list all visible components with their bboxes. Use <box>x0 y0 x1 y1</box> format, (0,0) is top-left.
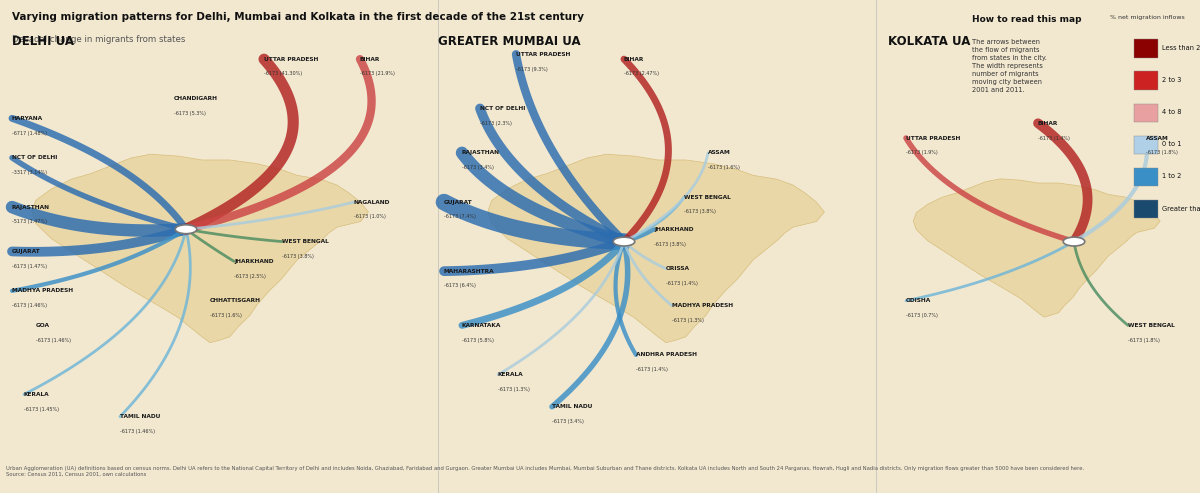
Text: UTTAR PRADESH: UTTAR PRADESH <box>264 57 318 62</box>
FancyBboxPatch shape <box>1134 39 1158 58</box>
Text: TAMIL NADU: TAMIL NADU <box>552 404 593 409</box>
Text: Less than 2: Less than 2 <box>1162 45 1200 51</box>
Text: -6173 (1.4%): -6173 (1.4%) <box>636 367 668 372</box>
Text: WEST BENGAL: WEST BENGAL <box>1128 323 1175 328</box>
Text: ANDHRA PRADESH: ANDHRA PRADESH <box>636 352 697 357</box>
Text: -6173 (1.46%): -6173 (1.46%) <box>12 303 47 308</box>
Text: HARYANA: HARYANA <box>12 116 43 121</box>
Text: JHARKHAND: JHARKHAND <box>234 259 274 264</box>
Text: BIHAR: BIHAR <box>1038 121 1058 126</box>
Text: -6173 (9.3%): -6173 (9.3%) <box>516 67 547 71</box>
Text: NCT OF DELHI: NCT OF DELHI <box>12 155 58 160</box>
Text: -6173 (1.46%): -6173 (1.46%) <box>120 429 155 434</box>
Text: -6173 (1.8%): -6173 (1.8%) <box>1128 338 1160 343</box>
Text: NAGALAND: NAGALAND <box>354 200 390 205</box>
Text: -6173 (1.9%): -6173 (1.9%) <box>906 150 937 155</box>
Polygon shape <box>487 154 824 343</box>
Text: UTTAR PRADESH: UTTAR PRADESH <box>906 136 960 141</box>
Text: The arrows between
the flow of migrants
from states in the city.
The width repre: The arrows between the flow of migrants … <box>972 39 1046 94</box>
Text: -6173 (1.47%): -6173 (1.47%) <box>12 264 47 269</box>
FancyBboxPatch shape <box>1134 104 1158 122</box>
Text: CHHATTISGARH: CHHATTISGARH <box>210 298 262 303</box>
Text: ODISHA: ODISHA <box>906 298 931 303</box>
Circle shape <box>613 237 635 246</box>
Text: Decadal change in migrants from states: Decadal change in migrants from states <box>12 35 185 43</box>
Text: -6173 (2.3%): -6173 (2.3%) <box>480 121 512 126</box>
Text: How to read this map: How to read this map <box>972 15 1081 24</box>
Polygon shape <box>31 154 368 343</box>
Text: Urban Agglomeration (UA) definitions based on census norms. Delhi UA refers to t: Urban Agglomeration (UA) definitions bas… <box>6 466 1193 477</box>
Text: 1 to 2: 1 to 2 <box>1162 174 1181 179</box>
Text: -6173 (1.0%): -6173 (1.0%) <box>354 214 386 219</box>
FancyBboxPatch shape <box>1134 71 1158 90</box>
Text: -6173 (2.5%): -6173 (2.5%) <box>234 274 266 279</box>
Text: -6173 (7.4%): -6173 (7.4%) <box>444 214 476 219</box>
Text: -6173 (1.46%): -6173 (1.46%) <box>36 338 71 343</box>
Text: TAMIL NADU: TAMIL NADU <box>120 414 161 419</box>
Text: GREATER MUMBAI UA: GREATER MUMBAI UA <box>438 35 581 47</box>
Text: -6173 (1.6%): -6173 (1.6%) <box>708 165 740 170</box>
FancyBboxPatch shape <box>1134 136 1158 154</box>
Text: -3317 (3.14%): -3317 (3.14%) <box>12 170 47 175</box>
Polygon shape <box>913 179 1160 317</box>
Text: % net migration inflows: % net migration inflows <box>1110 15 1184 20</box>
Text: -6173 (6.4%): -6173 (6.4%) <box>444 283 476 288</box>
Text: -6173 (3.4%): -6173 (3.4%) <box>552 419 584 424</box>
Text: KOLKATA UA: KOLKATA UA <box>888 35 971 47</box>
Text: ASSAM: ASSAM <box>708 150 731 155</box>
Text: -6173 (1.6%): -6173 (1.6%) <box>210 313 242 318</box>
Text: RAJASTHAN: RAJASTHAN <box>12 205 50 210</box>
Text: RAJASTHAN: RAJASTHAN <box>462 150 500 155</box>
FancyBboxPatch shape <box>1134 200 1158 218</box>
Text: KERALA: KERALA <box>24 392 49 397</box>
Text: -6173 (41.30%): -6173 (41.30%) <box>264 71 302 76</box>
Text: MAHARASHTRA: MAHARASHTRA <box>444 269 494 274</box>
Text: -6173 (1.4%): -6173 (1.4%) <box>666 281 698 286</box>
Text: -6173 (1.3%): -6173 (1.3%) <box>498 387 530 392</box>
Text: DELHI UA: DELHI UA <box>12 35 74 47</box>
Text: WEST BENGAL: WEST BENGAL <box>282 239 329 244</box>
Text: KARNATAKA: KARNATAKA <box>462 323 502 328</box>
Text: -6173 (3.8%): -6173 (3.8%) <box>684 210 716 214</box>
Text: -6173 (1.3%): -6173 (1.3%) <box>672 318 704 323</box>
FancyBboxPatch shape <box>1134 168 1158 186</box>
Text: -6173 (5.8%): -6173 (5.8%) <box>462 338 494 343</box>
Text: GUJARAT: GUJARAT <box>12 249 41 254</box>
Text: -6717 (1.48%): -6717 (1.48%) <box>12 131 47 136</box>
Text: KERALA: KERALA <box>498 372 523 377</box>
Text: UTTAR PRADESH: UTTAR PRADESH <box>516 52 570 57</box>
Text: 4 to 8: 4 to 8 <box>1162 109 1181 115</box>
Text: WEST BENGAL: WEST BENGAL <box>684 195 731 200</box>
Text: 2 to 3: 2 to 3 <box>1162 77 1181 83</box>
Text: BIHAR: BIHAR <box>624 57 644 62</box>
Text: GUJARAT: GUJARAT <box>444 200 473 205</box>
Text: MADHYA PRADESH: MADHYA PRADESH <box>672 303 733 308</box>
Text: -6173 (21.9%): -6173 (21.9%) <box>360 71 395 76</box>
Text: -6173 (1.8%): -6173 (1.8%) <box>1146 150 1178 155</box>
Circle shape <box>1063 237 1085 246</box>
Text: GOA: GOA <box>36 323 50 328</box>
Circle shape <box>175 225 197 234</box>
Text: CHANDIGARH: CHANDIGARH <box>174 96 218 101</box>
Text: -6173 (1.45%): -6173 (1.45%) <box>24 407 59 412</box>
Text: -6173 (3.8%): -6173 (3.8%) <box>282 254 314 259</box>
Text: -5173 (1.47%): -5173 (1.47%) <box>12 219 47 224</box>
Text: JHARKHAND: JHARKHAND <box>654 227 694 232</box>
Text: -6173 (5.3%): -6173 (5.3%) <box>174 111 206 116</box>
Text: -6173 (3.8%): -6173 (3.8%) <box>654 242 686 246</box>
Text: 0 to 1: 0 to 1 <box>1162 141 1181 147</box>
Text: NCT OF DELHI: NCT OF DELHI <box>480 106 526 111</box>
Text: ASSAM: ASSAM <box>1146 136 1169 141</box>
Text: Greater than 2: Greater than 2 <box>1162 206 1200 211</box>
Text: ORISSA: ORISSA <box>666 266 690 271</box>
Text: MADHYA PRADESH: MADHYA PRADESH <box>12 288 73 293</box>
Text: -6173 (2.47%): -6173 (2.47%) <box>624 71 659 76</box>
Text: BIHAR: BIHAR <box>360 57 380 62</box>
Text: -6173 (3.4%): -6173 (3.4%) <box>462 165 494 170</box>
Text: Varying migration patterns for Delhi, Mumbai and Kolkata in the first decade of : Varying migration patterns for Delhi, Mu… <box>12 12 584 22</box>
Text: -6173 (0.7%): -6173 (0.7%) <box>906 313 938 318</box>
Text: -6173 (1.4%): -6173 (1.4%) <box>1038 136 1070 141</box>
